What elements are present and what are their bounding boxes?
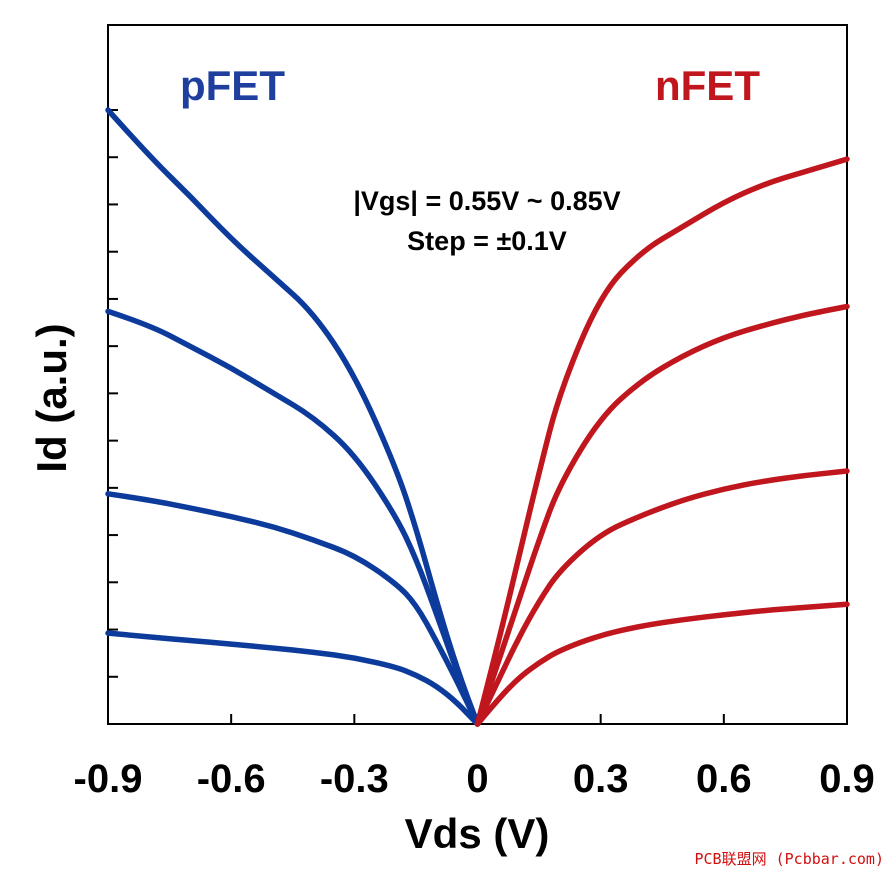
- legend-nfet: nFET: [655, 62, 760, 109]
- series-line-nfet-7: [474, 601, 850, 727]
- plot-frame: [107, 24, 848, 725]
- series-line-nfet-6: [474, 468, 850, 727]
- y-axis-minor-ticks: [108, 109, 118, 678]
- plot-area: [107, 24, 848, 725]
- series-group: [105, 107, 850, 727]
- x-tick-label-0.9: 0.9: [819, 757, 875, 801]
- x-tick-label--0.9: -0.9: [74, 757, 143, 801]
- legend-pfet: pFET: [180, 62, 285, 109]
- series-line-pfet-3: [105, 630, 481, 727]
- x-tick-label-0.3: 0.3: [573, 757, 629, 801]
- annotation-step: Step = ±0.1V: [407, 226, 567, 256]
- series-line-nfet-5: [474, 303, 850, 727]
- x-axis-tick-labels: -0.9 -0.6 -0.3 0 0.3 0.6 0.9: [74, 757, 875, 801]
- x-tick-label--0.3: -0.3: [320, 757, 389, 801]
- series-line-pfet-1: [105, 308, 481, 727]
- x-axis-title: Vds (V): [405, 810, 550, 857]
- x-tick-label-0.6: 0.6: [696, 757, 752, 801]
- series-line-pfet-2: [105, 491, 481, 727]
- series-line-pfet-0: [105, 107, 481, 727]
- x-tick-label-0: 0: [466, 757, 488, 801]
- watermark-text: PCB联盟网 (Pcbbar.com): [695, 850, 885, 868]
- annotation-vgs-range: |Vgs| = 0.55V ~ 0.85V: [353, 186, 620, 216]
- x-tick-label--0.6: -0.6: [197, 757, 266, 801]
- y-axis-title: Id (a.u.): [28, 323, 75, 472]
- series-line-nfet-4: [474, 156, 850, 727]
